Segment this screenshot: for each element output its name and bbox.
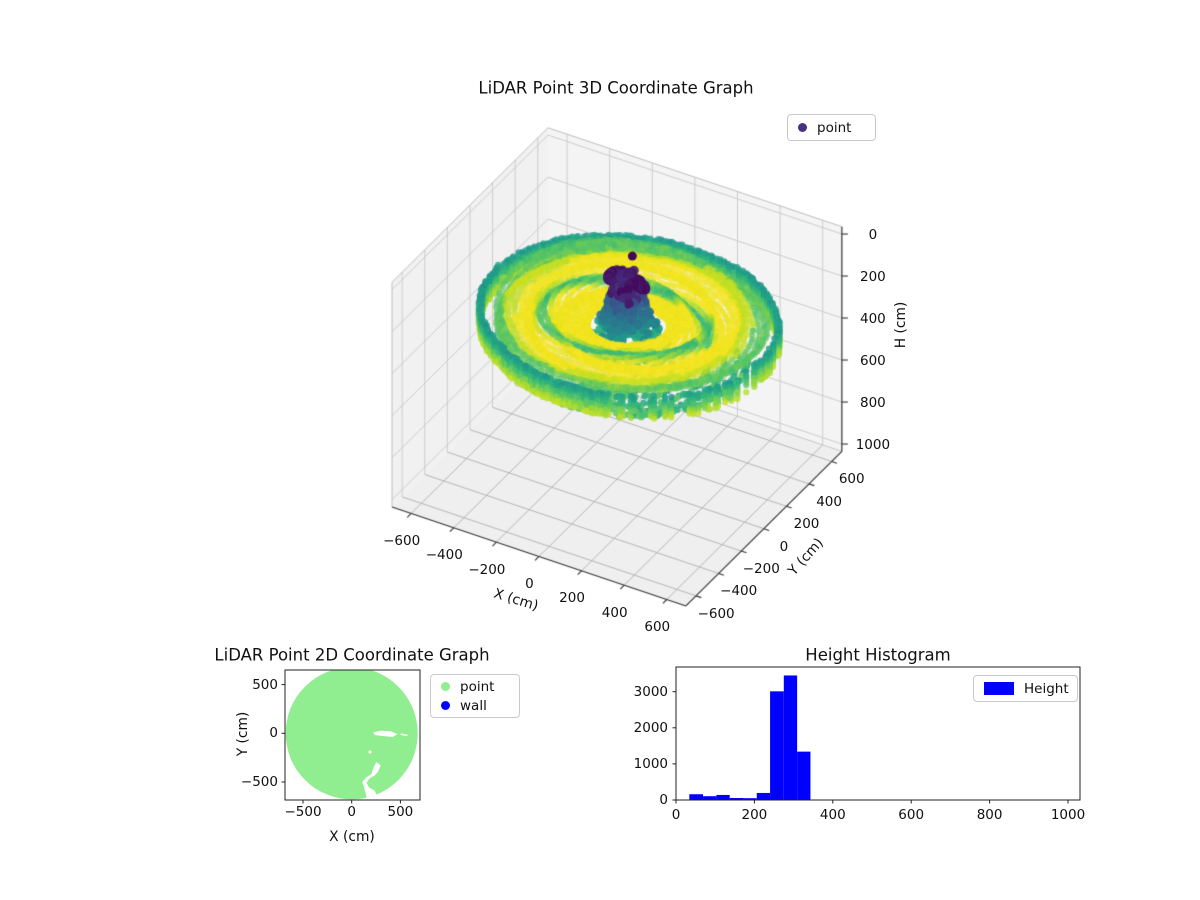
histogram-bar <box>729 798 744 800</box>
legend-item-point: point <box>441 679 509 695</box>
histogram-bar <box>797 751 811 800</box>
histogram-frame <box>675 666 1081 801</box>
plot2d-x-tick-label: 0 <box>347 804 356 820</box>
plot2d-frame <box>284 669 421 801</box>
plot2d-scatter-plot <box>281 669 421 804</box>
plot2d-x-tick-label: −500 <box>284 804 322 820</box>
histogram-bar <box>770 691 784 800</box>
plot3d-legend: point <box>787 114 876 141</box>
plot2d-y-tick-label: 0 <box>269 725 278 742</box>
histogram-plot <box>672 666 1081 804</box>
histogram-bar <box>689 794 704 800</box>
histogram-legend: Height <box>973 675 1078 702</box>
legend-label: wall <box>460 697 487 714</box>
histogram-bar <box>716 794 730 800</box>
point-marker-icon <box>441 682 450 691</box>
histogram-x-tick-label: 800 <box>976 807 1003 823</box>
histogram-title: Height Histogram <box>805 645 951 665</box>
histogram-y-tick-label: 2000 <box>633 719 668 736</box>
histogram-x-tick-label: 0 <box>671 807 681 823</box>
histogram-bar <box>703 796 717 800</box>
plot2d-legend: point wall <box>430 674 520 718</box>
plot3d-scatter-canvas <box>330 95 930 640</box>
legend-item-height: Height <box>984 680 1069 697</box>
histogram-x-tick-label: 200 <box>741 807 768 823</box>
lidar-2d-points <box>285 670 418 800</box>
histogram-x-tick-label: 400 <box>819 807 846 823</box>
plot2d-ylabel: Y (cm) <box>235 711 251 757</box>
plot2d-xlabel: X (cm) <box>329 829 375 845</box>
histogram-y-tick-label: 1000 <box>633 755 668 772</box>
legend-label: point <box>817 119 852 136</box>
legend-label: point <box>460 678 495 695</box>
point-marker-icon <box>798 123 807 132</box>
plot3d-title: LiDAR Point 3D Coordinate Graph <box>478 78 754 98</box>
plot2d-title: LiDAR Point 2D Coordinate Graph <box>214 645 490 665</box>
histogram-y-tick-label: 3000 <box>633 683 668 700</box>
height-bar-swatch-icon <box>984 682 1014 695</box>
plot2d-y-tick-label: −500 <box>240 774 278 790</box>
plot2d-x-tick-label: 500 <box>387 804 414 820</box>
histogram-y-tick-label: 0 <box>659 792 668 808</box>
plot2d-y-tick-label: 500 <box>252 676 278 693</box>
histogram-bar <box>743 798 757 800</box>
histogram-bar <box>783 675 798 800</box>
legend-item-wall: wall <box>441 698 509 714</box>
legend-item-point: point <box>798 120 865 136</box>
wall-marker-icon <box>441 701 450 710</box>
histogram-bar <box>756 792 771 800</box>
plot3d-zlabel: H (cm) <box>893 301 909 349</box>
histogram-x-tick-label: 600 <box>898 807 925 823</box>
histogram-x-tick-label: 1000 <box>1050 807 1086 823</box>
legend-label: Height <box>1024 680 1069 697</box>
